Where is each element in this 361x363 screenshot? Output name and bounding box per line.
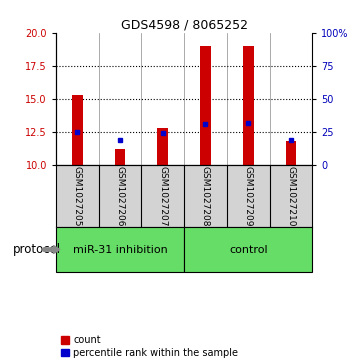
Text: GSM1027210: GSM1027210	[286, 166, 295, 226]
Bar	[184, 227, 312, 272]
Text: GSM1027206: GSM1027206	[116, 166, 125, 226]
Bar	[200, 46, 211, 165]
Text: GSM1027209: GSM1027209	[244, 166, 253, 226]
Bar	[115, 149, 125, 165]
Text: control: control	[229, 245, 268, 254]
Text: GSM1027208: GSM1027208	[201, 166, 210, 226]
Legend: count, percentile rank within the sample: count, percentile rank within the sample	[61, 335, 239, 358]
Bar	[286, 141, 296, 165]
Text: miR-31 inhibition: miR-31 inhibition	[73, 245, 168, 254]
Bar	[72, 95, 83, 165]
Text: protocol: protocol	[13, 243, 61, 256]
Bar	[243, 46, 253, 165]
Text: GSM1027207: GSM1027207	[158, 166, 167, 226]
Bar	[56, 227, 184, 272]
Title: GDS4598 / 8065252: GDS4598 / 8065252	[121, 19, 248, 32]
Text: GSM1027205: GSM1027205	[73, 166, 82, 226]
Bar	[157, 128, 168, 165]
